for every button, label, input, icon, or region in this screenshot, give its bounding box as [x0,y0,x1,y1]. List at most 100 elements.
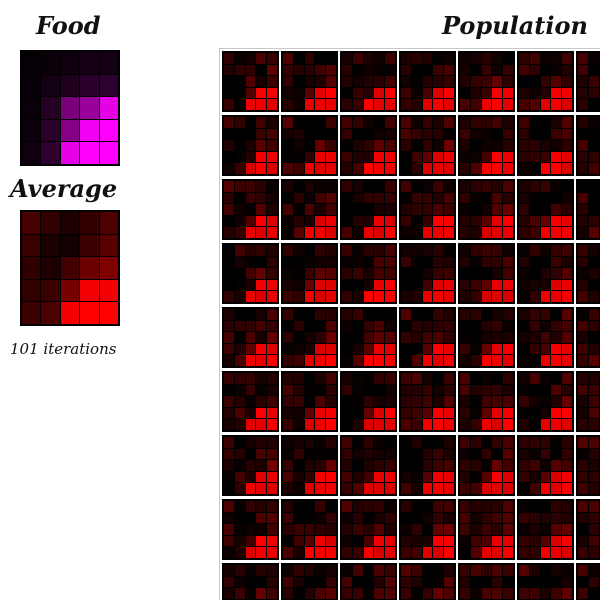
agent-cell [374,535,385,547]
agent-cell [256,291,267,302]
agent-cell [385,483,395,494]
agent-cell [503,535,513,547]
agent-cell [224,151,234,163]
agent-cell [540,373,551,384]
agent-cell [411,483,422,494]
agent-cell [234,471,245,483]
agent-cell [293,140,304,151]
agent-cell [385,471,395,483]
agent-cell [224,291,234,302]
population-agent [222,51,279,112]
agent-cell [492,437,503,448]
agent-cell [401,565,411,576]
agent-cell [588,483,599,494]
population-agent [458,499,515,560]
agent-cell [433,576,444,588]
agent-cell [256,309,267,320]
agent-cell [352,448,363,460]
agent-cell [267,512,277,524]
agent-cell [267,535,277,547]
population-agent [576,243,600,304]
agent-cell [326,483,336,494]
agent-cell [470,501,481,512]
agent-cell [267,227,277,238]
agent-cell [460,76,470,87]
agent-cell [411,471,422,483]
agent-cell [503,320,513,332]
average-cell [22,257,41,279]
agent-cell [503,384,513,396]
agent-cell [245,588,256,599]
agent-cell [315,547,326,558]
agent-cell [470,245,481,256]
agent-cell [481,576,492,588]
agent-cell [224,64,234,76]
agent-cell [562,64,572,76]
agent-cell [245,373,256,384]
population-agent [340,499,397,560]
agent-cell [401,268,411,279]
agent-cell [551,215,562,227]
agent-cell [444,547,454,558]
agent-cell [492,588,503,599]
agent-cell [267,204,277,215]
agent-cell [588,547,599,558]
agent-cell [540,99,551,110]
agent-cell [519,309,529,320]
population-agent [222,243,279,304]
agent-cell [492,76,503,87]
agent-cell [444,460,454,471]
agent-cell [433,151,444,163]
agent-cell [551,279,562,291]
agent-cell [422,117,433,128]
agent-cell [492,99,503,110]
agent-cell [256,64,267,76]
agent-cell [433,53,444,64]
agent-cell [385,501,395,512]
agent-cell [352,279,363,291]
agent-cell [588,419,599,430]
agent-cell [256,151,267,163]
agent-cell [529,309,540,320]
agent-cell [315,343,326,355]
agent-cell [444,87,454,99]
agent-cell [444,128,454,140]
agent-cell [315,512,326,524]
agent-cell [385,320,395,332]
agent-cell [363,355,374,366]
agent-cell [422,320,433,332]
agent-cell [342,140,352,151]
agent-cell [588,460,599,471]
agent-cell [470,268,481,279]
agent-cell [374,501,385,512]
agent-cell [540,535,551,547]
agent-cell [562,53,572,64]
agent-cell [245,565,256,576]
agent-cell [578,437,588,448]
food-cell [22,97,41,119]
agent-cell [562,309,572,320]
agent-cell [422,140,433,151]
food-cell [99,119,118,142]
agent-cell [245,76,256,87]
population-panel[interactable] [219,48,600,600]
agent-cell [245,483,256,494]
agent-cell [529,588,540,599]
agent-cell [481,524,492,535]
population-agent [517,371,574,432]
agent-cell [481,53,492,64]
agent-cell [401,245,411,256]
agent-cell [352,396,363,407]
agent-cell [363,163,374,174]
agent-cell [293,245,304,256]
agent-cell [385,512,395,524]
agent-cell [245,215,256,227]
population-agent [281,51,338,112]
agent-cell [352,373,363,384]
agent-cell [352,117,363,128]
agent-cell [234,151,245,163]
agent-cell [551,99,562,110]
agent-cell [481,320,492,332]
agent-cell [519,547,529,558]
agent-cell [224,128,234,140]
